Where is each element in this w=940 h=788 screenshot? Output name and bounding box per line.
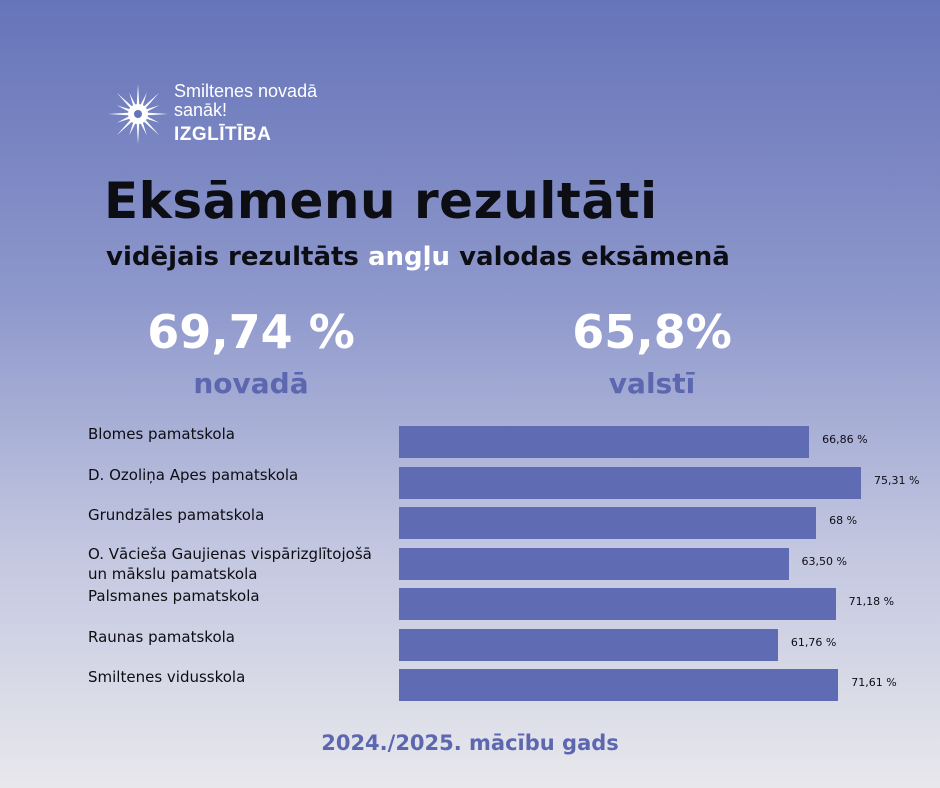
- bar-value-label: 71,18 %: [848, 595, 895, 608]
- bar-category-label: Grundzāles pamatskola: [88, 506, 265, 524]
- bar-value-label: 75,31 %: [874, 473, 920, 487]
- bar-category-label: Palsmanes pamatskola: [88, 587, 260, 605]
- page-title: Eksāmenu rezultāti: [104, 172, 658, 230]
- bar: [399, 547, 789, 580]
- bar-category-label: Raunas pamatskola: [88, 627, 235, 646]
- stat-country: 65,8% valstī: [532, 305, 772, 400]
- bar: [399, 588, 836, 620]
- stat-country-label: valstī: [608, 367, 696, 400]
- logo: Smiltenes novadā sanāk! IZGLĪTĪBA: [106, 82, 317, 146]
- logo-line-1: Smiltenes novadā: [174, 81, 318, 101]
- logo-text: Smiltenes novadā sanāk! IZGLĪTĪBA: [174, 82, 317, 146]
- stat-region-label: novadā: [193, 367, 309, 400]
- bar-value-label: 68 %: [829, 514, 858, 527]
- bar: [399, 466, 861, 499]
- bar-value-label: 71,61 %: [851, 676, 897, 689]
- bar-value-label: 66,86 %: [822, 433, 868, 446]
- flower-logo-icon: [108, 84, 168, 144]
- bar-value-label: 61,76 %: [790, 635, 837, 649]
- logo-subtitle: IZGLĪTĪBA: [174, 124, 272, 145]
- stat-country-value: 65,8%: [572, 305, 732, 359]
- bar-category-label: Blomes pamatskola: [88, 425, 235, 443]
- bar-value-label: 63,50 %: [801, 554, 847, 568]
- bar-category-label: O. Vācieša Gaujienas vispārizglītojošā u…: [88, 544, 372, 583]
- bar: [399, 669, 839, 701]
- stat-region-value: 69,74 %: [147, 305, 355, 359]
- page-subtitle: vidējais rezultāts angļu valodas eksāmen…: [106, 242, 730, 272]
- bar: [399, 507, 817, 539]
- logo-line-2: sanāk!: [174, 100, 228, 120]
- subtitle-pre: vidējais rezultāts: [106, 242, 368, 272]
- stat-region: 69,74 % novadā: [131, 305, 371, 400]
- bar: [399, 426, 810, 458]
- subtitle-highlight: angļu: [367, 242, 451, 272]
- bar-category-label: Smiltenes vidusskola: [88, 668, 246, 686]
- bar-category-label: D. Ozoliņa Apes pamatskola: [88, 465, 299, 484]
- subtitle-post: valodas eksāmenā: [450, 242, 730, 272]
- school-year-footer: 2024./2025. mācību gads: [321, 731, 619, 755]
- bar: [399, 628, 778, 661]
